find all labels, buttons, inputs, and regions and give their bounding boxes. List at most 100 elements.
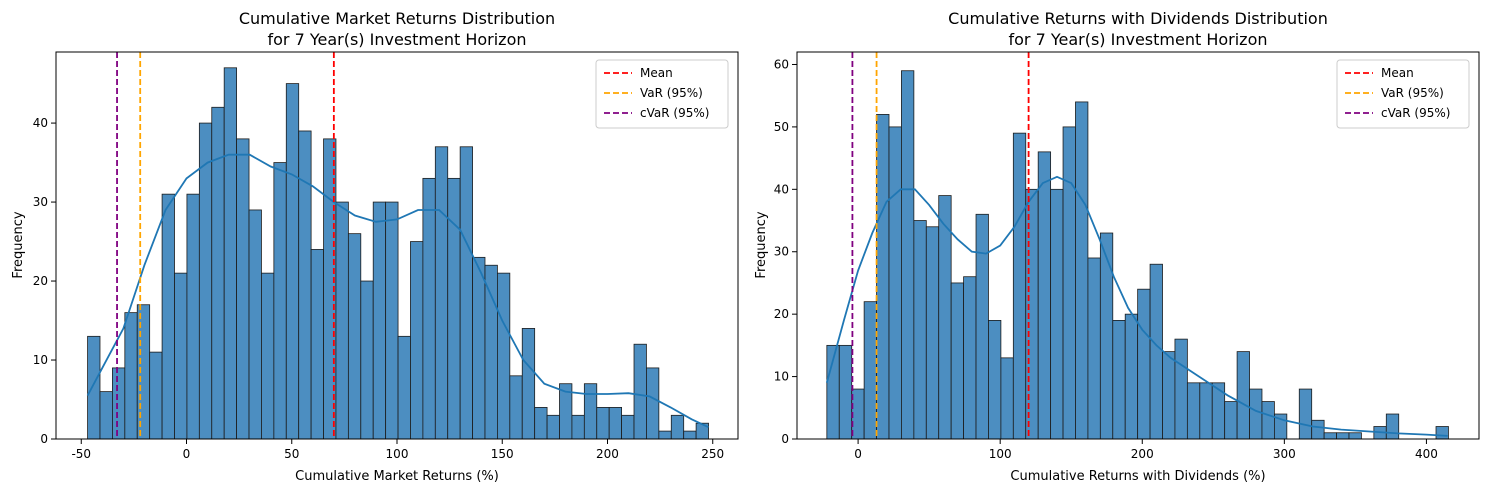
histogram-bar: [87, 335, 101, 440]
chart-title-line1: Cumulative Market Returns Distribution: [239, 9, 555, 28]
legend-label: cVaR (95%): [640, 106, 709, 120]
histogram-bar: [174, 272, 188, 440]
y-tick-label: 60: [774, 57, 789, 71]
x-tick-label: 100: [386, 447, 409, 461]
histogram-bar: [248, 209, 262, 440]
histogram-bar: [938, 195, 952, 440]
histogram-bar: [236, 138, 250, 440]
legend: Mean VaR (95%) cVaR (95%): [1336, 59, 1470, 129]
legend-label: Mean: [640, 66, 673, 80]
histogram-bar: [963, 276, 977, 440]
histogram-bar: [1075, 101, 1089, 440]
histogram-bar: [1174, 338, 1188, 440]
histogram-bar: [285, 83, 300, 440]
histogram-bar: [1224, 401, 1238, 440]
histogram-bar: [472, 256, 486, 440]
x-axis-label: Cumulative Market Returns (%): [295, 469, 499, 484]
histogram-bar: [1162, 351, 1176, 440]
y-tick-label: 20: [774, 307, 789, 321]
histogram-bar: [683, 430, 697, 440]
x-tick-label: 0: [854, 447, 862, 461]
histogram-bar: [1149, 263, 1163, 440]
histogram-bar: [484, 264, 498, 440]
histogram-bar: [1236, 351, 1250, 440]
histogram-bar: [534, 407, 548, 440]
chart-title-line1: Cumulative Returns with Dividends Distri…: [948, 9, 1328, 28]
x-tick-label: 400: [1415, 447, 1438, 461]
histogram-bar: [310, 249, 324, 440]
histogram-bar: [888, 126, 902, 440]
kde-line: [825, 175, 1448, 437]
histogram-bar: [521, 328, 536, 440]
x-tick-label: 250: [701, 447, 724, 461]
histogram-bar: [99, 391, 113, 440]
histogram-bar: [1199, 382, 1213, 440]
histogram-bar: [901, 70, 915, 440]
reference-lines: [116, 52, 335, 439]
x-tick-label: 150: [491, 447, 514, 461]
histogram-bar: [1112, 320, 1126, 440]
x-tick-label: 200: [596, 447, 619, 461]
histogram-bar: [273, 162, 287, 440]
axes: -50 0 50 100 150 200 250 0 10 20 30 40: [33, 51, 739, 461]
plot-frame: [796, 51, 1480, 440]
histogram-bar: [571, 414, 585, 440]
histogram-bar: [950, 282, 964, 440]
histogram-bar: [1298, 388, 1313, 440]
histogram-bar: [633, 343, 647, 440]
y-tick-label: 10: [774, 370, 789, 384]
histogram-bar: [1385, 413, 1400, 440]
y-tick-label: 10: [33, 353, 48, 367]
kde-line: [86, 153, 709, 429]
histogram-bar: [1348, 432, 1362, 440]
histogram-bar: [447, 177, 461, 440]
histogram-bar: [925, 226, 940, 440]
histogram-bar: [186, 193, 200, 440]
histogram-bar: [646, 367, 660, 440]
y-axis-label: Frequency: [11, 211, 26, 278]
y-tick-label: 40: [33, 116, 48, 130]
histogram-bar: [1137, 288, 1151, 440]
histogram-bar: [223, 67, 238, 440]
chart-dividend-returns: Cumulative Returns with Dividends Distri…: [754, 9, 1480, 484]
axes: 0 100 200 300 400 0 10 20 30 40 50 60: [774, 51, 1480, 461]
legend-label: cVaR (95%): [1381, 106, 1450, 120]
histogram-bar: [1249, 388, 1263, 440]
histogram-bar: [261, 272, 275, 440]
histogram-bar: [913, 220, 927, 440]
histogram-bar: [546, 414, 560, 440]
chart-market-returns: Cumulative Market Returns Distribution f…: [11, 9, 739, 484]
histogram-bar: [1336, 432, 1350, 440]
histogram-bar: [975, 213, 989, 440]
histogram-bar: [136, 304, 151, 440]
histogram-bar: [347, 233, 362, 440]
histogram-bar: [385, 201, 399, 440]
histogram-bar: [161, 193, 175, 440]
kde-curve: [86, 153, 709, 429]
y-tick-label: 30: [774, 245, 789, 259]
histogram-bar: [372, 201, 387, 440]
x-tick-label: 200: [1131, 447, 1154, 461]
histogram-bar: [670, 414, 685, 440]
histogram-bar: [988, 320, 1002, 440]
legend-label: Mean: [1381, 66, 1414, 80]
x-axis-label: Cumulative Returns with Dividends (%): [1010, 469, 1265, 484]
x-tick-label: 100: [989, 447, 1012, 461]
histogram-bar: [596, 407, 610, 440]
histogram-bar: [410, 241, 424, 440]
histogram-bar: [149, 351, 163, 440]
histogram-bar: [459, 146, 473, 440]
histogram-bar: [1099, 232, 1114, 440]
kde-curve: [825, 175, 1448, 437]
histogram-bar: [876, 114, 890, 440]
y-tick-label: 20: [33, 274, 48, 288]
histogram-bar: [851, 388, 865, 440]
histogram-bar: [1124, 313, 1139, 440]
histogram-bar: [422, 177, 436, 440]
y-tick-label: 50: [774, 120, 789, 134]
histogram-bar: [1025, 188, 1039, 440]
legend-label: VaR (95%): [640, 86, 703, 100]
histogram-bar: [621, 414, 635, 440]
x-tick-label: -50: [71, 447, 91, 461]
